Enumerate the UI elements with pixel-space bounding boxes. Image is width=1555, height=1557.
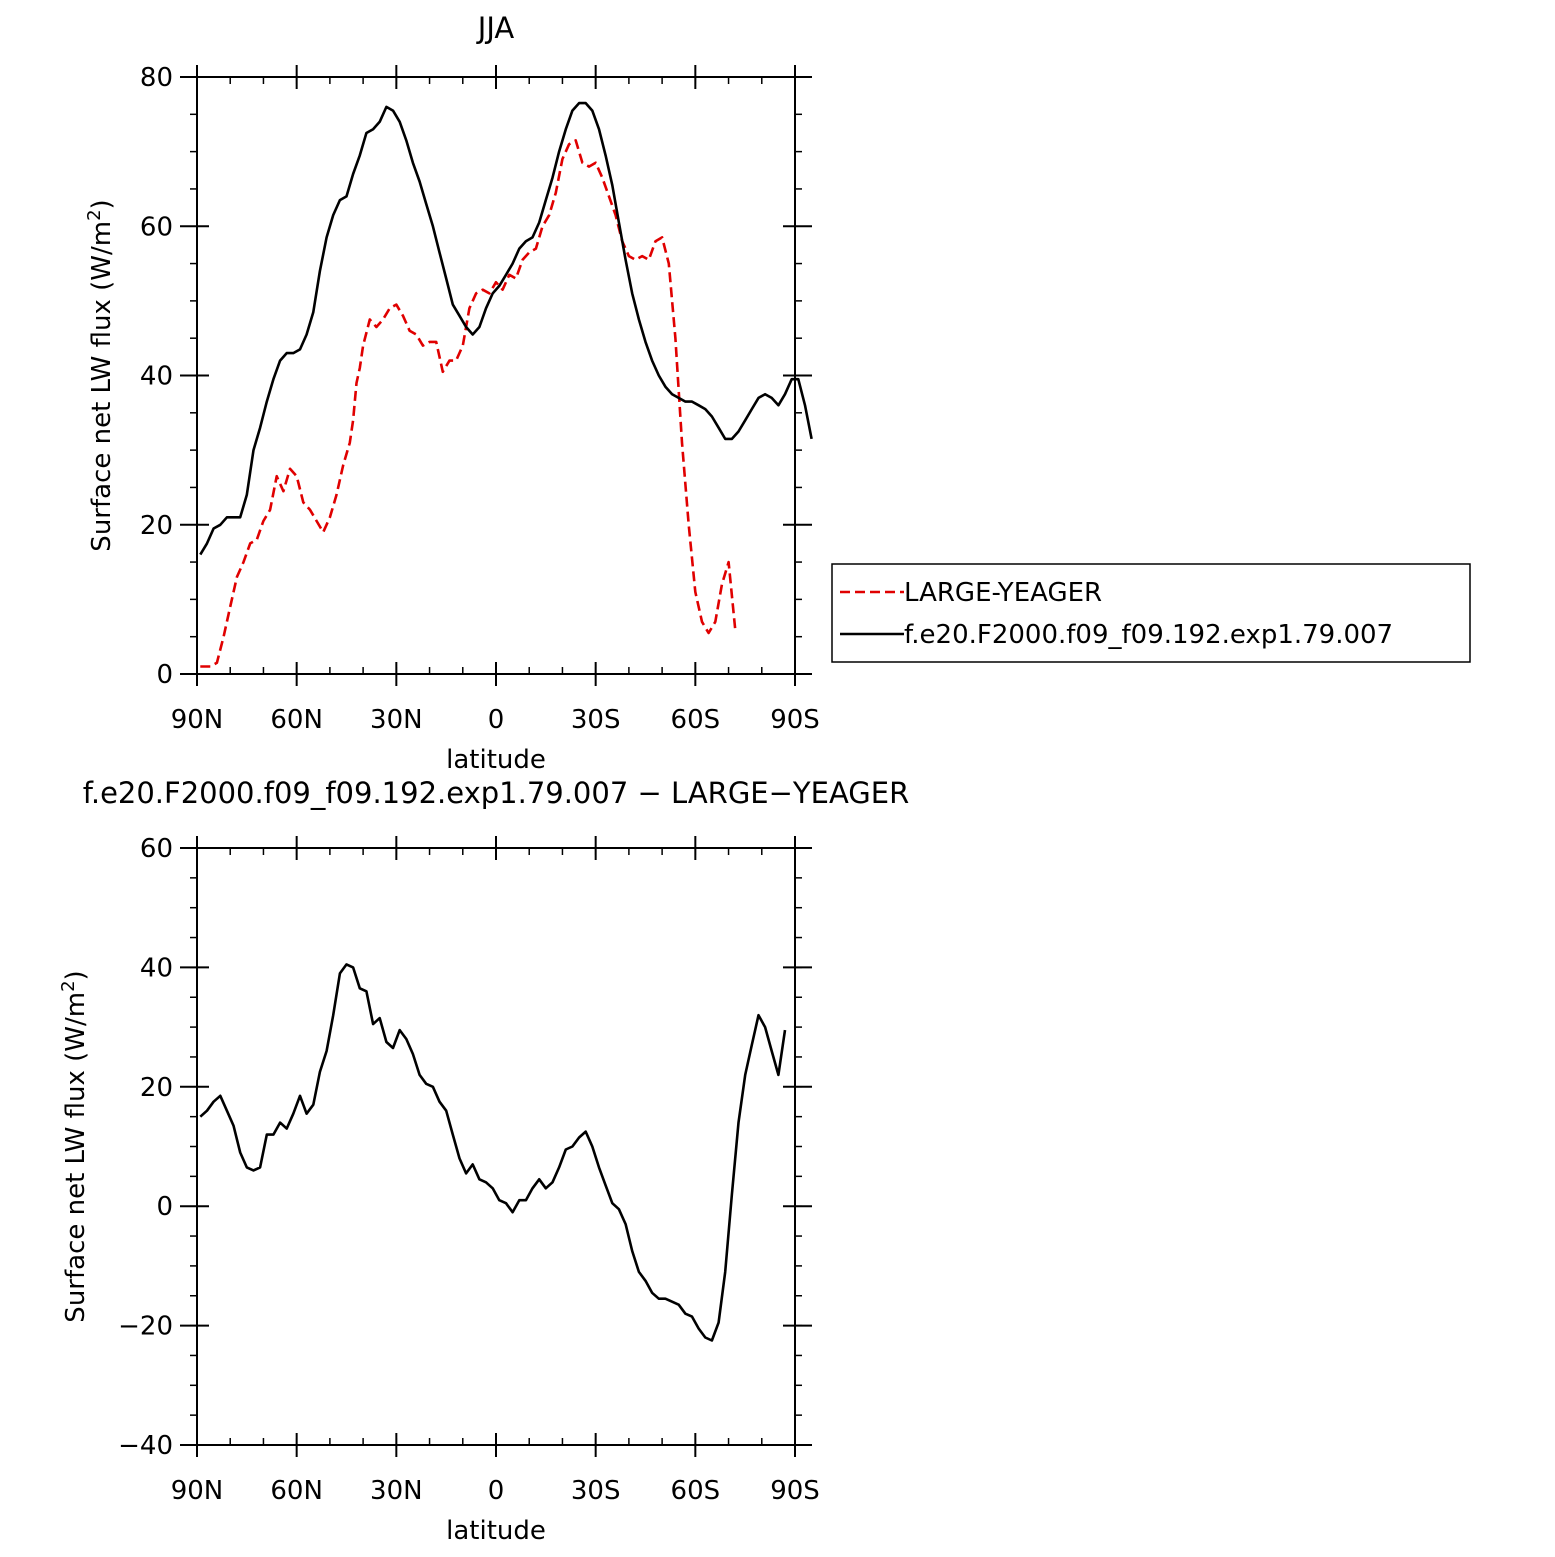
x-tick-label: 90S	[770, 705, 820, 735]
y-axis-label: Surface net LW flux (W/m2)	[58, 970, 91, 1322]
y-tick-label: 40	[140, 953, 173, 983]
y-axis-label: Surface net LW flux (W/m2)	[84, 199, 117, 551]
chart-title: JJA	[476, 11, 515, 45]
series-line-solid	[199, 963, 787, 1342]
x-tick-label: 30S	[571, 705, 621, 735]
x-tick-label: 60N	[270, 705, 323, 735]
y-tick-label: 80	[140, 63, 173, 93]
y-tick-label: −40	[118, 1431, 173, 1461]
x-tick-label: 0	[488, 1476, 505, 1506]
y-tick-label: 60	[140, 212, 173, 242]
top-panel: JJA 90N 60N 30N 0 30S 60S 90S 0 20 40 60 80 latitude S…	[84, 11, 1471, 775]
y-tick-label: 20	[140, 1073, 173, 1103]
x-tick-label: 60S	[671, 705, 721, 735]
x-tick-label: 90S	[770, 1476, 820, 1506]
y-tick-label: 60	[140, 834, 173, 864]
y-tick-label: 0	[156, 660, 173, 690]
legend-label: LARGE-YEAGER	[904, 578, 1102, 608]
series-line-dashed	[200, 139, 737, 668]
plot-frame	[196, 76, 796, 675]
legend: LARGE-YEAGER f.e20.F2000.f09_f09.192.exp1…	[831, 563, 1471, 663]
x-tick-label: 30N	[370, 705, 423, 735]
x-tick-label: 90N	[171, 705, 224, 735]
x-tick-label: 0	[488, 705, 505, 735]
chart-title: f.e20.F2000.f09_f09.192.exp1.79.007 − LA…	[83, 776, 910, 810]
bottom-panel: f.e20.F2000.f09_f09.192.exp1.79.007 − LA…	[58, 776, 909, 1546]
legend-label: f.e20.F2000.f09_f09.192.exp1.79.007	[904, 620, 1393, 650]
y-tick-label: 40	[140, 362, 173, 392]
x-tick-label: 60N	[270, 1476, 323, 1506]
x-axis-label: latitude	[446, 745, 546, 775]
x-tick-label: 30N	[370, 1476, 423, 1506]
x-tick-label: 30S	[571, 1476, 621, 1506]
y-tick-label: −20	[118, 1312, 173, 1342]
legend-box	[831, 563, 1471, 663]
series-line-solid	[199, 101, 813, 556]
x-tick-label: 60S	[671, 1476, 721, 1506]
y-tick-label: 0	[156, 1192, 173, 1222]
y-tick-label: 20	[140, 511, 173, 541]
x-axis-label: latitude	[446, 1516, 546, 1546]
plot-frame	[196, 847, 796, 1446]
x-tick-label: 90N	[171, 1476, 224, 1506]
